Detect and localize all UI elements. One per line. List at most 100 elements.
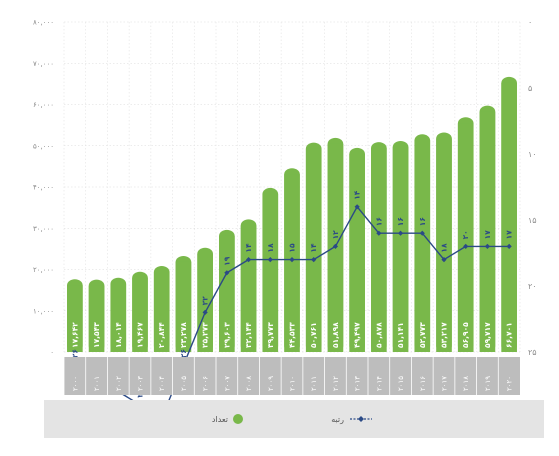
x-tick-label: ۲۰۰۷	[223, 376, 231, 391]
x-tick-label: ۲۰۱۷	[441, 376, 449, 391]
x-tick-label: ۲۰۰۵	[180, 376, 188, 391]
bar-labels: ۱۷,۶۴۲ ۱۷,۵۴۳ ۱۸,۰۱۴ ۱۹,۴۶۷ ۲۰,۸۴۴ ۲۳,۲۷۸ ۲۵,۲…	[70, 322, 513, 348]
left-tick-label: ۸۰,۰۰۰	[33, 19, 54, 27]
rank-value-label: ۱۶	[374, 217, 383, 226]
bar-base	[284, 174, 300, 352]
left-tick-label: ۶۰,۰۰۰	[33, 101, 54, 109]
rank-value-label: ۱۴	[309, 243, 318, 253]
legend-marker-count	[233, 414, 243, 424]
x-tick-label: ۲۰۰۶	[202, 376, 210, 391]
x-tick-label: ۲۰۱۰	[289, 376, 297, 391]
bar-base	[88, 285, 105, 352]
rank-point	[463, 243, 469, 249]
rank-point	[245, 257, 252, 263]
bar-value-label: ۲۰,۸۴۴	[157, 322, 166, 348]
x-tick-label: ۲۰۰۱	[93, 376, 101, 391]
x-tick-label: ۲۰۲۰	[506, 376, 514, 391]
right-tick-label: ۱۵	[528, 216, 537, 225]
rank-point	[332, 243, 339, 249]
rank-point	[354, 204, 360, 210]
x-tick-label: ۲۰۱۳	[354, 376, 362, 391]
rank-value-label: ۲۰	[461, 230, 470, 239]
left-tick-label: ۴۰,۰۰۰	[33, 184, 54, 192]
rank-value-label: ۲۶	[70, 349, 79, 358]
rank-point	[441, 257, 447, 263]
rank-value-label: ۱۷	[483, 230, 492, 240]
x-tick-label: ۲۰۱۶	[419, 376, 427, 391]
right-tick-label: ۱۰	[528, 150, 537, 159]
right-tick-label: ۵	[528, 84, 532, 93]
bar-value-label: ۳۹,۷۷۳	[266, 322, 275, 348]
bar-base	[479, 111, 496, 352]
rank-value-label: ۱۴	[244, 243, 253, 253]
bars	[67, 76, 517, 353]
rank-point	[506, 243, 512, 249]
rank-value-label: ۱۵	[288, 243, 297, 253]
legend-band	[44, 400, 544, 438]
bar-base	[110, 283, 127, 352]
rank-value-label: ۱۴	[353, 190, 362, 200]
x-tick-label: ۲۰۰۹	[267, 376, 275, 391]
bar-base	[219, 235, 235, 352]
x-axis-band	[64, 357, 520, 395]
left-tick-label: ۷۰,۰۰۰	[33, 60, 54, 68]
bar-base	[153, 272, 170, 352]
left-axis: ۰ ۱۰,۰۰۰ ۲۰,۰۰۰ ۳۰,۰۰۰ ۴۰,۰۰۰ ۵۰,۰۰۰ ۶۰,۰۰۰ ۷۰,…	[33, 19, 54, 357]
bar-value-label: ۵۰,۷۶۱	[309, 322, 318, 348]
x-tick-label: ۲۰۱۲	[332, 376, 340, 391]
bar-base	[67, 285, 83, 352]
rank-point	[289, 257, 295, 263]
bar-base	[457, 123, 474, 352]
x-tick-label: ۲۰۰۸	[245, 376, 253, 391]
bar-value-label: ۲۳,۲۷۸	[179, 322, 188, 348]
bar-value-label: ۶۶,۷۰۱	[505, 322, 514, 348]
left-tick-label: ۳۰,۰۰۰	[33, 225, 54, 233]
x-tick-label: ۲۰۱۴	[375, 376, 383, 391]
bar-value-label: ۵۱,۸۹۸	[331, 322, 340, 348]
bar-value-label: ۵۳,۲۱۷	[440, 322, 449, 348]
bar-value-label: ۵۱,۱۴۱	[396, 322, 405, 348]
rank-value-label: ۲۶	[179, 349, 188, 358]
left-tick-label: ۵۰,۰۰۰	[33, 142, 54, 150]
rank-point	[376, 230, 382, 236]
rank-value-label: ۱۸	[440, 243, 449, 253]
left-tick-label: ۱۰,۰۰۰	[33, 307, 54, 315]
bar-base	[240, 225, 257, 352]
x-tick-label: ۲۰۱۹	[484, 376, 492, 391]
bar-base	[175, 261, 192, 352]
x-tick-label: ۲۰۰۴	[158, 376, 166, 391]
bar-value-label: ۱۷,۶۴۲	[70, 322, 79, 348]
x-axis: ۲۰۰۰ ۲۰۰۱ ۲۰۰۲ ۲۰۰۳ ۲۰۰۴ ۲۰۰۵ ۲۰۰۶ ۲۰۰۷ ۲۰۰۸ ۲۰۰۹…	[63, 357, 520, 395]
bar-base	[414, 140, 431, 352]
bar-value-label: ۵۰,۸۷۸	[374, 322, 383, 348]
x-tick-label: ۲۰۱۱	[310, 376, 318, 391]
rank-point	[267, 257, 273, 263]
x-tick-label: ۲۰۰۲	[115, 376, 123, 391]
legend-marker-rank-diamond	[358, 416, 364, 422]
rank-point	[311, 257, 317, 263]
x-tick-label: ۲۰۰۰	[71, 376, 79, 391]
bar-base	[197, 253, 213, 352]
bar-base	[132, 277, 148, 352]
bar-value-label: ۴۹,۴۹۷	[353, 322, 362, 348]
bar-value-label: ۳۲,۱۴۴	[244, 322, 253, 348]
bar-value-label: ۵۲,۷۷۳	[418, 322, 427, 348]
legend-label-count: تعداد	[212, 415, 228, 424]
legend: تعداد رتبه	[44, 400, 544, 438]
rank-value-label: ۱۸	[266, 243, 275, 253]
rank-value-label: ۱۷	[505, 230, 514, 240]
right-tick-label: ۲۰	[528, 282, 537, 291]
bar-value-label: ۲۹,۶۰۳	[222, 322, 231, 348]
rank-value-label: ۱۹	[222, 256, 231, 266]
right-axis: ۰ ۵ ۱۰ ۱۵ ۲۰ ۲۵	[528, 18, 537, 357]
bar-value-label: ۴۴,۵۳۳	[288, 322, 297, 348]
rank-point	[484, 243, 491, 249]
rank-value-label: ۱۶	[396, 217, 405, 226]
bar-base	[371, 148, 387, 352]
bar-value-label: ۱۹,۴۶۷	[136, 322, 145, 348]
bar-value-label: ۱۷,۵۴۳	[92, 322, 101, 348]
rank-point	[224, 270, 230, 276]
bar-base	[349, 153, 365, 352]
left-tick-label: ۲۰,۰۰۰	[33, 266, 54, 274]
